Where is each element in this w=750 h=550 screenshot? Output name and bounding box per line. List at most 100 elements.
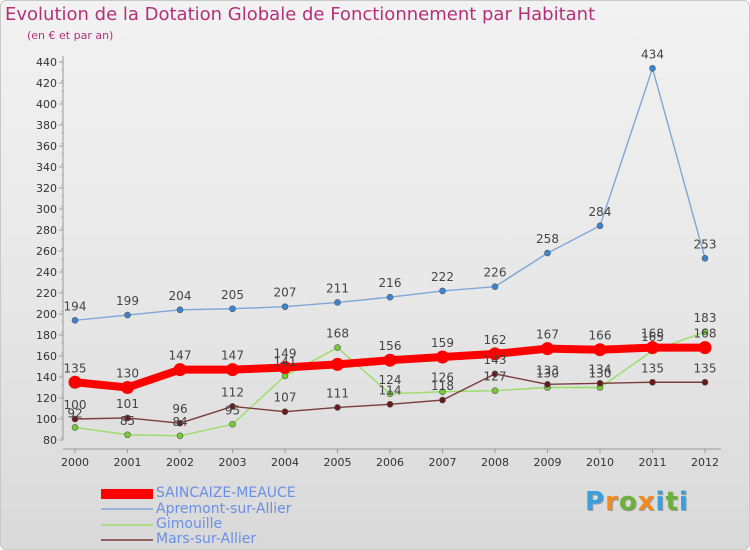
series-point-0 [278,361,292,375]
series-point-1 [649,65,656,72]
y-tick-label: 140 [36,371,57,384]
x-tick-label: 2009 [534,456,562,469]
y-tick-label: 80 [43,434,57,447]
series-point-0 [331,357,344,371]
data-label-3: 135 [641,361,664,375]
x-tick-label: 2002 [166,456,194,469]
data-label-1: 216 [379,276,402,290]
data-label-0: 135 [64,361,87,375]
y-tick-label: 360 [36,140,57,153]
series-point-2 [701,328,709,336]
data-label-2: 126 [431,371,454,385]
y-tick-label: 320 [36,182,57,195]
data-label-0: 168 [641,327,664,341]
data-label-0: 166 [589,329,612,343]
series-point-3 [386,400,394,408]
x-tick-label: 2003 [219,456,247,469]
data-label-0: 159 [431,336,454,350]
proxiti-logo: Proxiti [585,487,689,517]
y-tick-label: 160 [36,350,57,363]
y-tick-label: 260 [36,245,57,258]
x-tick-label: 2001 [114,456,142,469]
data-label-2: 168 [326,327,349,341]
series-point-2 [386,390,394,398]
series-point-0 [541,342,554,356]
series-point-0 [68,375,82,389]
series-point-3 [544,381,551,388]
series-point-2 [439,388,446,396]
data-label-2: 84 [172,415,187,429]
legend-label-gimouille: Gimouille [156,516,223,532]
y-tick-label: 220 [36,287,57,300]
data-label-2: 92 [67,406,82,420]
data-label-1: 226 [484,266,507,280]
data-label-3: 133 [536,363,559,377]
data-label-2: 183 [694,311,717,325]
series-point-0 [436,350,449,364]
x-tick-label: 2005 [324,456,352,469]
series-point-1 [229,305,236,313]
series-point-3 [229,403,236,410]
series-point-2 [491,387,499,394]
x-tick-label: 2004 [271,456,299,469]
y-tick-label: 200 [36,308,57,321]
data-label-0: 168 [694,327,717,341]
logo-letter: t [665,487,679,517]
series-point-1 [124,311,131,319]
data-label-0: 130 [116,367,139,381]
series-point-2 [176,432,184,440]
y-tick-label: 280 [36,224,57,237]
series-point-1 [701,255,709,262]
x-tick-label: 2011 [639,456,667,469]
series-point-0 [383,353,397,367]
legend-swatch-saincaize [101,489,153,499]
logo-letter: r [605,487,619,517]
series-point-1 [176,306,184,314]
data-label-1: 207 [274,286,297,300]
data-label-1: 253 [694,237,717,251]
data-label-2: 95 [225,403,240,417]
y-tick-label: 100 [36,413,57,426]
y-tick-label: 400 [36,98,57,111]
data-label-3: 111 [326,386,349,400]
data-label-0: 147 [221,349,244,363]
data-label-3: 107 [274,391,297,405]
data-label-0: 162 [484,333,507,347]
data-label-1: 258 [536,232,559,246]
x-tick-label: 2008 [481,456,509,469]
series-point-3 [281,408,289,415]
series-point-3 [649,378,656,386]
y-tick-label: 340 [36,161,57,174]
series-point-2 [71,424,79,431]
series-point-1 [71,316,79,324]
series-point-3 [701,378,709,386]
series-point-2 [124,431,131,439]
x-tick-label: 2010 [586,456,614,469]
series-point-3 [596,379,604,387]
series-point-3 [491,370,499,378]
data-label-3: 143 [484,353,507,367]
y-tick-label: 440 [36,56,57,69]
data-label-2: 130 [589,367,612,381]
y-tick-label: 420 [36,77,57,90]
logo-letter: o [618,487,638,517]
series-point-0 [121,381,134,394]
y-tick-label: 240 [36,266,57,279]
series-point-1 [596,222,604,230]
x-tick-label: 2012 [691,456,719,469]
y-tick-label: 300 [36,203,57,216]
series-point-1 [544,249,551,257]
x-tick-label: 2000 [61,456,89,469]
chart-title: Evolution de la Dotation Globale de Fonc… [5,4,596,25]
data-label-3: 134 [589,362,612,376]
series-point-1 [439,287,446,295]
data-label-0: 156 [379,339,402,353]
data-label-1: 199 [116,294,139,308]
data-label-1: 194 [64,299,87,313]
y-tick-label: 120 [36,392,57,405]
legend-label-mars: Mars-sur-Allier [156,531,257,547]
data-label-3: 118 [431,379,454,393]
series-point-3 [439,396,446,404]
x-tick-label: 2007 [429,456,457,469]
